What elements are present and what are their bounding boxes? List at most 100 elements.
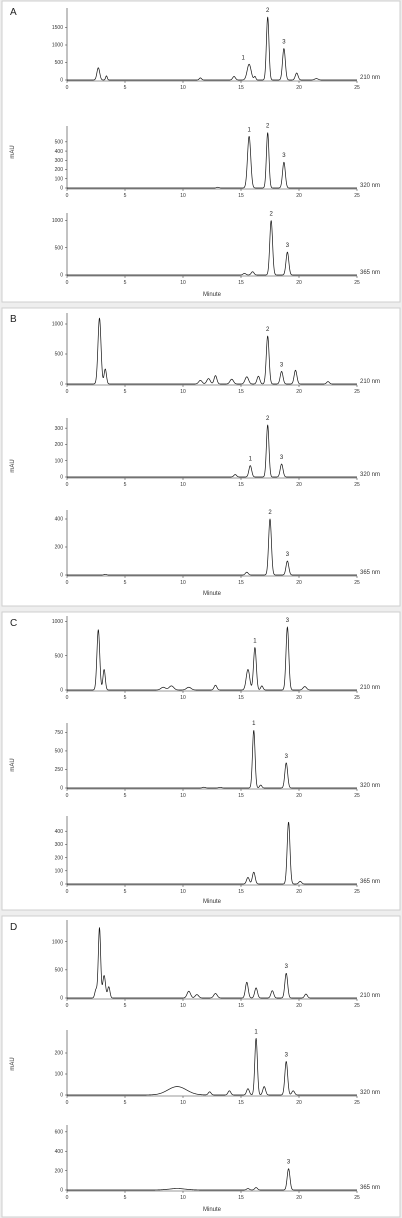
x-tick-label: 5 (124, 1100, 127, 1106)
peak-label: 3 (286, 552, 290, 558)
x-tick-label: 15 (238, 1195, 244, 1201)
trace-A-320nm: 0 100 200 300 400 500 0 5 10 15 20 25 1 2 3 320 nm (55, 124, 380, 199)
x-tick-label: 10 (180, 793, 186, 799)
trace-line (66, 927, 358, 999)
x-tick-label: 5 (124, 85, 127, 91)
y-tick-label: 0 (60, 786, 63, 792)
peak-label: 3 (282, 40, 286, 46)
x-tick-label: 25 (354, 793, 360, 799)
trace-D-365nm: 0 200 400 600 0 5 10 15 20 25 3 365 nm (55, 1125, 380, 1201)
trace-line (66, 626, 358, 691)
y-tick-label: 400 (55, 829, 64, 835)
x-tick-label: 20 (296, 1003, 302, 1009)
peak-label: 1 (254, 1029, 258, 1035)
x-tick-label: 0 (66, 280, 69, 286)
y-tick-label: 0 (60, 996, 63, 1002)
x-axis-label: Minute (203, 591, 222, 597)
x-tick-label: 0 (66, 389, 69, 395)
peak-label: 3 (286, 618, 290, 624)
peak-label: 3 (280, 362, 284, 368)
peak-label: 3 (282, 153, 286, 159)
trace-C-320nm: 0 250 500 750 0 5 10 15 20 25 1 3 320 nm (55, 721, 380, 799)
trace-line (66, 1038, 358, 1096)
y-tick-label: 300 (55, 842, 64, 848)
panel-frame (1, 307, 401, 607)
x-tick-label: 20 (296, 793, 302, 799)
wavelength-label: 210 nm (360, 993, 380, 999)
x-tick-label: 10 (180, 193, 186, 199)
peak-label: 2 (269, 211, 273, 217)
panel-letter: C (10, 618, 17, 629)
x-tick-label: 15 (238, 1100, 244, 1106)
trace-line (66, 317, 358, 385)
peak-label: 2 (266, 416, 270, 422)
y-tick-label: 0 (60, 1093, 63, 1099)
peak-label: 2 (266, 8, 270, 14)
peak-label: 3 (286, 243, 290, 249)
wavelength-label: 365 nm (360, 879, 380, 885)
x-tick-label: 0 (66, 1100, 69, 1106)
x-tick-label: 15 (238, 1003, 244, 1009)
x-tick-label: 25 (354, 482, 360, 488)
x-tick-label: 20 (296, 193, 302, 199)
x-tick-label: 25 (354, 1195, 360, 1201)
trace-C-210nm: 0 500 1000 0 5 10 15 20 25 1 3 210 nm (52, 616, 380, 701)
y-tick-label: 200 (55, 1051, 64, 1057)
y-tick-label: 500 (55, 60, 64, 66)
x-tick-label: 25 (354, 280, 360, 286)
y-axis-label: mAU (10, 459, 16, 472)
peak-label: 3 (285, 1052, 289, 1058)
trace-A-365nm: 0 500 1000 0 5 10 15 20 25 2 3 365 nm (52, 211, 380, 286)
peak-label: 3 (285, 754, 289, 760)
x-tick-label: 25 (354, 1003, 360, 1009)
y-tick-label: 500 (55, 140, 64, 146)
y-tick-label: 0 (60, 882, 63, 888)
x-tick-label: 15 (238, 695, 244, 701)
peak-label: 3 (285, 964, 289, 970)
trace-B-320nm: 0 100 200 300 0 5 10 15 20 25 1 2 3 320 nm (55, 416, 380, 488)
x-tick-label: 5 (124, 389, 127, 395)
x-tick-label: 20 (296, 1195, 302, 1201)
x-tick-label: 5 (124, 482, 127, 488)
x-tick-label: 15 (238, 280, 244, 286)
x-tick-label: 0 (66, 1195, 69, 1201)
trace-line (66, 132, 358, 189)
y-axis-label: mAU (10, 145, 16, 158)
panel-letter: D (10, 922, 17, 933)
trace-B-210nm: 0 500 1000 0 5 10 15 20 25 2 3 210 nm (52, 313, 380, 395)
y-tick-label: 200 (55, 1168, 64, 1174)
peak-label: 1 (249, 457, 253, 463)
x-tick-label: 5 (124, 193, 127, 199)
y-tick-label: 0 (60, 475, 63, 481)
y-tick-label: 400 (55, 517, 64, 523)
peak-label: 1 (241, 55, 245, 61)
peak-label: 2 (266, 124, 270, 130)
x-tick-label: 20 (296, 889, 302, 895)
x-tick-label: 10 (180, 280, 186, 286)
y-tick-label: 400 (55, 1149, 64, 1155)
trace-D-210nm: 0 500 1000 0 5 10 15 20 25 3 210 nm (52, 920, 380, 1009)
trace-line (66, 424, 358, 478)
y-tick-label: 100 (55, 458, 64, 464)
x-tick-label: 20 (296, 389, 302, 395)
y-tick-label: 1000 (52, 322, 63, 328)
panel-frame (1, 0, 401, 303)
x-tick-label: 20 (296, 695, 302, 701)
trace-D-320nm: 0 100 200 0 5 10 15 20 25 1 3 320 nm (55, 1029, 380, 1106)
y-axis-label: mAU (10, 758, 16, 771)
x-tick-label: 15 (238, 889, 244, 895)
x-tick-label: 10 (180, 85, 186, 91)
x-tick-label: 10 (180, 889, 186, 895)
y-tick-label: 1500 (52, 25, 63, 31)
x-tick-label: 0 (66, 793, 69, 799)
x-tick-label: 0 (66, 695, 69, 701)
y-tick-label: 1000 (52, 939, 63, 945)
x-tick-label: 20 (296, 580, 302, 586)
y-tick-label: 0 (60, 273, 63, 279)
x-tick-label: 5 (124, 1003, 127, 1009)
x-tick-label: 0 (66, 1003, 69, 1009)
wavelength-label: 210 nm (360, 379, 380, 385)
wavelength-label: 320 nm (360, 1090, 380, 1096)
